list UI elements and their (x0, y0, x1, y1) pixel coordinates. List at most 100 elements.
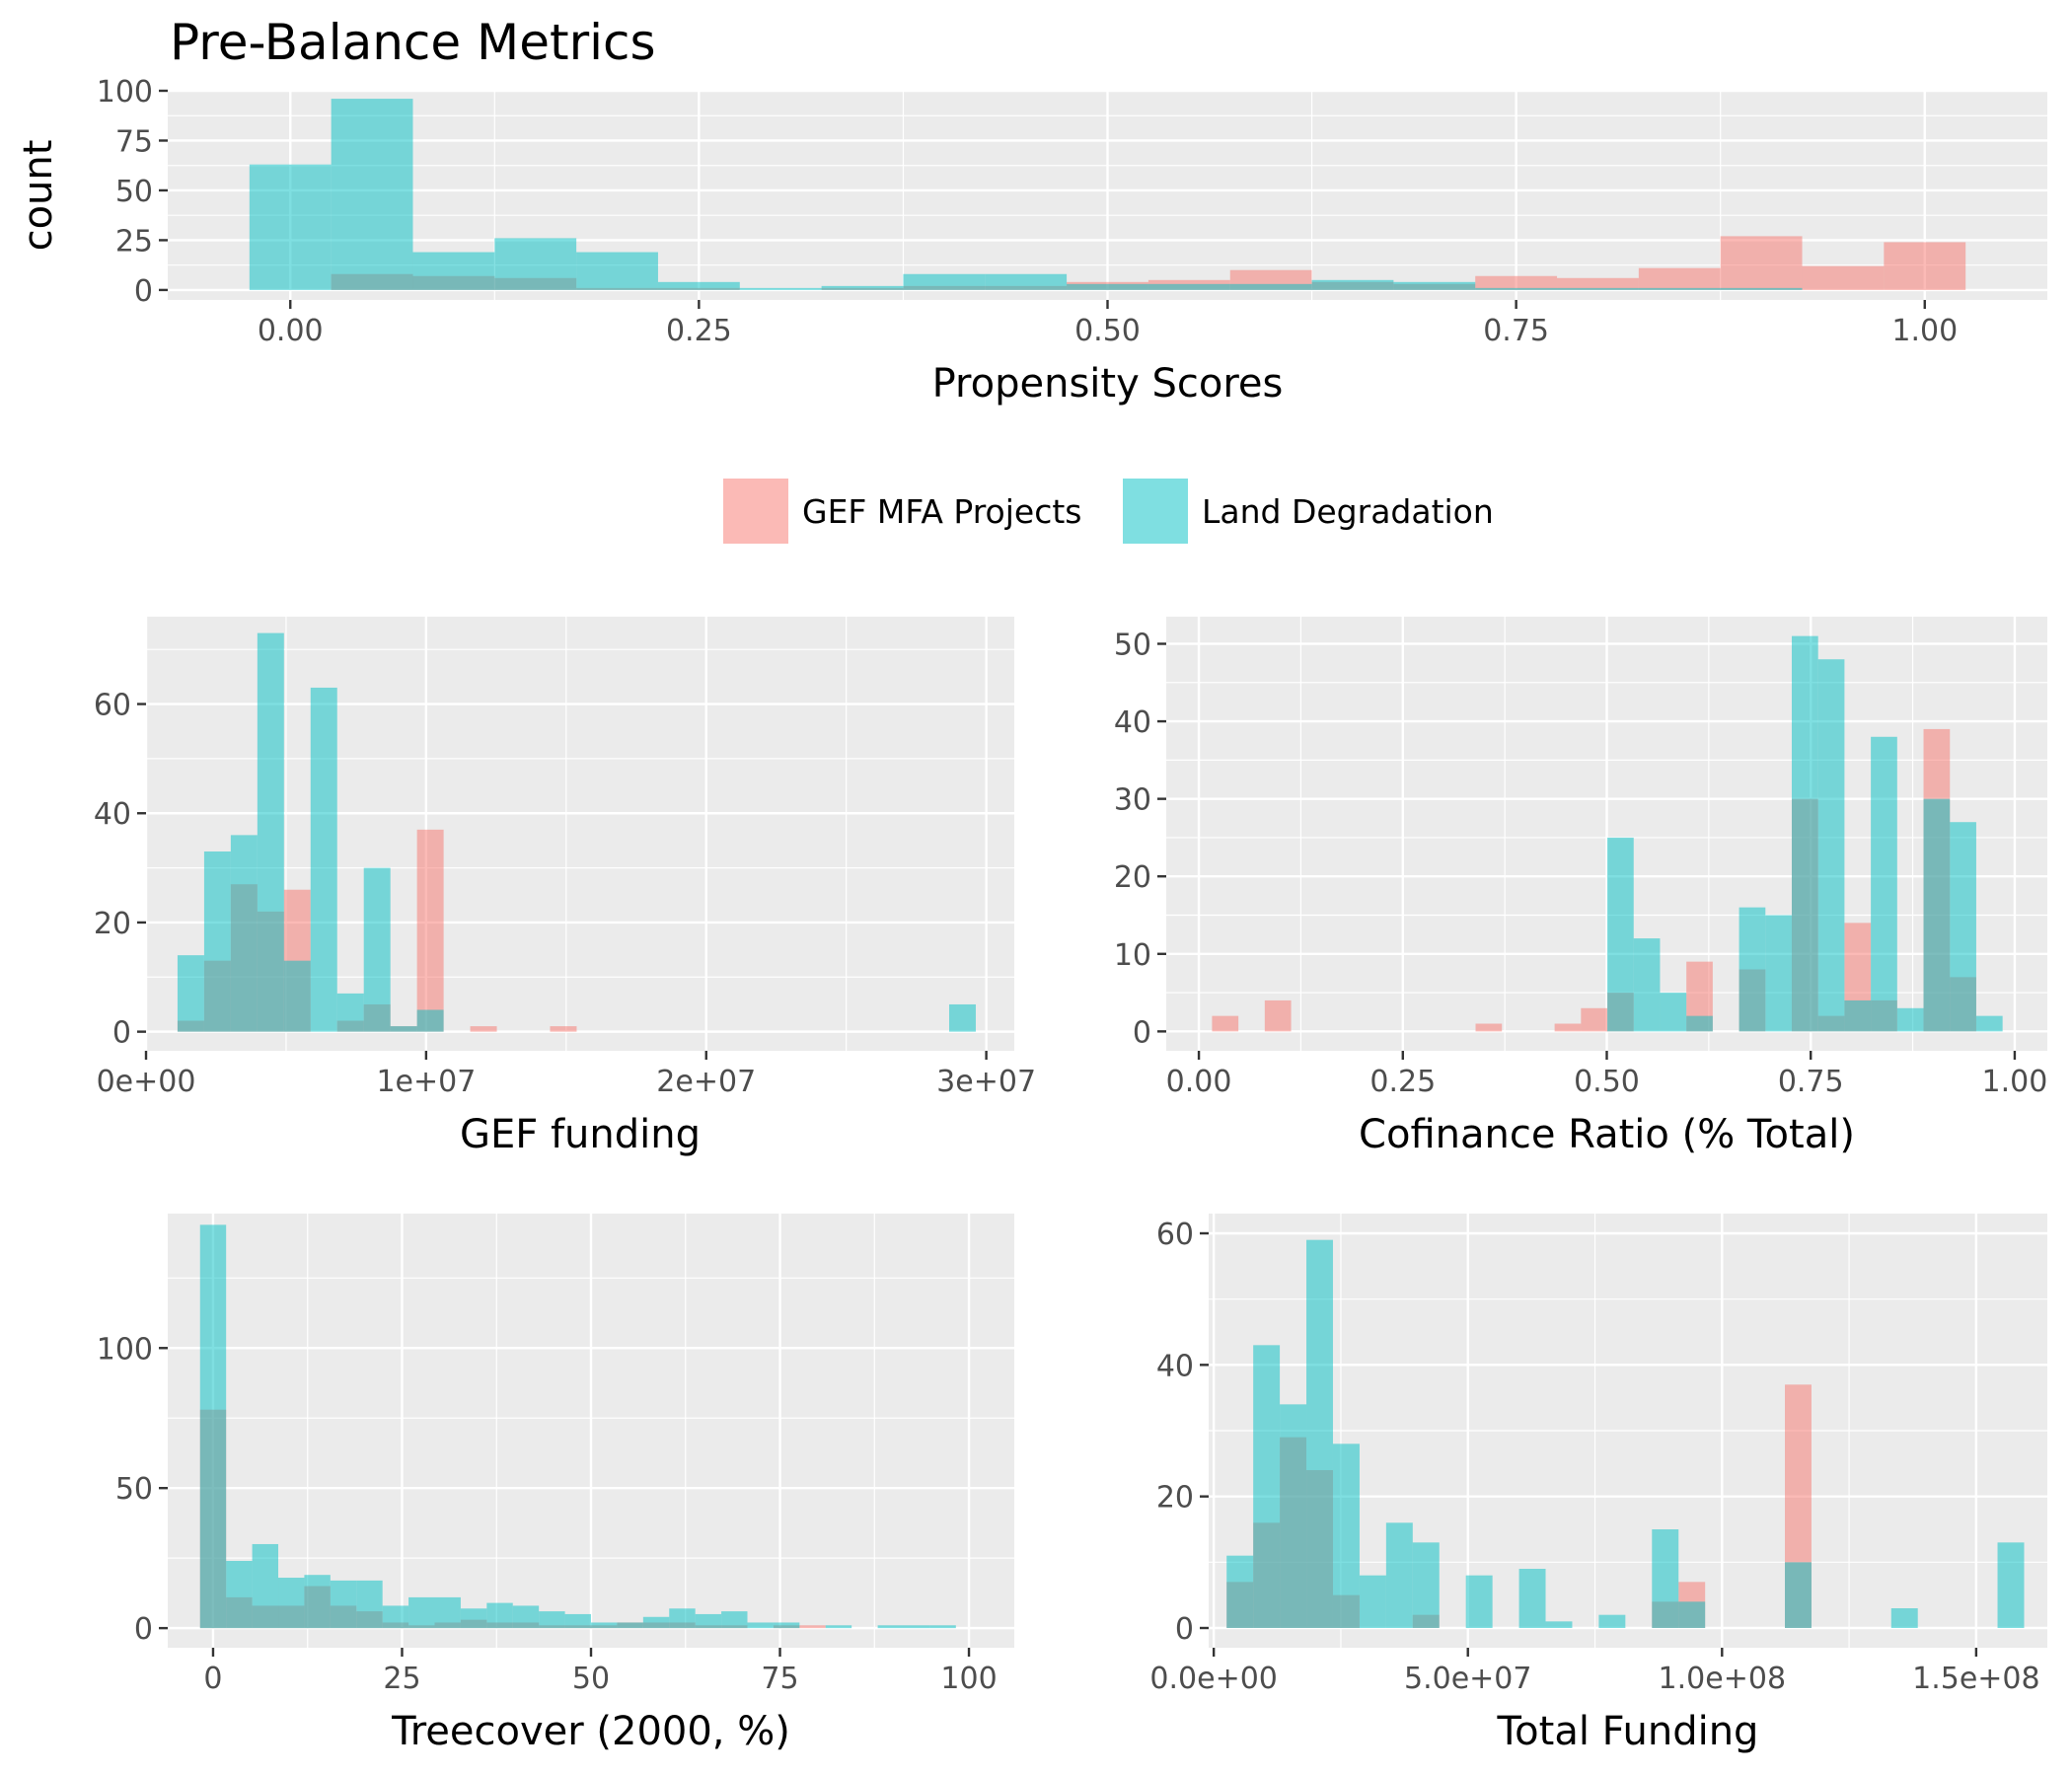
y-tick-label: 20 (94, 907, 131, 941)
histogram-bar (408, 1596, 435, 1629)
chart-gef-funding: 0e+00 1e+07 2e+07 3e+07 0 20 40 60 GEF funding (94, 617, 1036, 1157)
histogram-bar (657, 281, 740, 290)
histogram-bar (1229, 283, 1312, 290)
histogram-bar (1264, 999, 1292, 1032)
histogram-bar (1067, 283, 1148, 290)
histogram-bar (576, 252, 658, 290)
histogram-bar (799, 1625, 826, 1629)
y-tick-label: 100 (97, 75, 153, 110)
x-tick-label: 0.25 (1369, 1065, 1436, 1099)
y-axis: 0 20 40 60 (1156, 1218, 1209, 1647)
histogram-bar (494, 238, 577, 290)
histogram-bar (821, 285, 904, 290)
histogram-bar (1923, 798, 1951, 1032)
histogram-bar (1359, 1575, 1386, 1628)
x-axis: 0 25 50 75 100 (203, 1648, 998, 1696)
histogram-bar (550, 1026, 577, 1032)
histogram-bar (382, 1605, 409, 1629)
y-axis: 0 25 50 75 100 (97, 75, 168, 309)
series-land-degradation (1607, 635, 2003, 1032)
legend-label: Land Degradation (1202, 492, 1494, 531)
histogram-bar (877, 1625, 904, 1629)
histogram-bar (1652, 1529, 1679, 1628)
y-tick-label: 20 (1156, 1481, 1194, 1516)
histogram-bar (283, 960, 311, 1032)
histogram-bar (1412, 1542, 1440, 1628)
histogram-bar (230, 835, 258, 1032)
histogram-bar (1147, 283, 1230, 290)
x-tick-label: 25 (383, 1662, 420, 1696)
histogram-bar (539, 1611, 565, 1629)
x-axis-title: GEF funding (460, 1112, 701, 1157)
x-tick-label: 0.50 (1074, 314, 1141, 348)
histogram-bar (486, 1602, 513, 1629)
histogram-bar (310, 687, 337, 1032)
x-axis-title: Total Funding (1497, 1709, 1759, 1754)
x-tick-label: 1.00 (1982, 1065, 2048, 1099)
x-axis-title: Propensity Scores (932, 361, 1284, 407)
y-tick-label: 75 (115, 124, 153, 159)
histogram-bar (257, 632, 284, 1032)
histogram-bar (1465, 1575, 1493, 1628)
histogram-bar (363, 867, 391, 1032)
histogram-bar (1633, 938, 1661, 1032)
chart-propensity: 0.00 0.25 0.50 0.75 1.00 0 25 50 75 100 Propensity… (16, 14, 2047, 407)
histogram-bar (1884, 242, 1966, 290)
histogram-bar (1997, 1542, 2025, 1628)
histogram-bar (1475, 287, 1558, 290)
histogram-bar (1545, 1621, 1573, 1628)
legend-item: GEF MFA Projects (723, 479, 1081, 544)
histogram-bar (1581, 1007, 1608, 1032)
histogram-bar (1226, 1555, 1254, 1628)
x-tick-label: 0.75 (1778, 1065, 1844, 1099)
histogram-bar (825, 1625, 852, 1629)
x-axis: 0.00 0.25 0.50 0.75 1.00 (1166, 1051, 2048, 1099)
histogram-bar (985, 273, 1068, 290)
histogram-bar (1475, 275, 1558, 290)
series-land-degradation (177, 632, 976, 1032)
histogram-bar (903, 273, 986, 290)
histogram-bar (1817, 659, 1845, 1032)
histogram-bar (1739, 907, 1766, 1032)
x-tick-label: 0 (203, 1662, 222, 1696)
y-tick-label: 10 (1114, 938, 1151, 973)
histogram-bar (669, 1608, 696, 1629)
histogram-bar (1720, 236, 1803, 290)
histogram-bar (434, 1596, 461, 1629)
histogram-bar (1950, 822, 1976, 1032)
x-tick-label: 0.0e+00 (1149, 1662, 1277, 1696)
x-axis-title: Treecover (2000, %) (391, 1709, 790, 1754)
series-land-degradation (199, 1224, 956, 1629)
histogram-bar (1598, 1614, 1626, 1628)
y-tick-label: 50 (1114, 629, 1151, 663)
y-tick-label: 40 (1114, 705, 1151, 740)
y-tick-label: 20 (1114, 860, 1151, 895)
y-tick-label: 0 (1175, 1612, 1194, 1647)
histogram-bar (1607, 837, 1634, 1032)
histogram-bar (1890, 1608, 1918, 1628)
x-tick-label: 1.0e+08 (1659, 1662, 1786, 1696)
y-tick-label: 0 (134, 1612, 153, 1647)
histogram-bar (1306, 1239, 1333, 1628)
histogram-bar (412, 252, 495, 290)
histogram-bar (252, 1543, 279, 1629)
histogram-bar (1844, 999, 1872, 1032)
histogram-bar (416, 1009, 444, 1032)
chart-total-funding: 0.0e+00 5.0e+07 1.0e+08 1.5e+08 0 20 40 60 Total… (1149, 1214, 2047, 1754)
histogram-bar (1638, 267, 1721, 290)
histogram-bar (1557, 277, 1639, 290)
chart-treecover: 0 25 50 75 100 0 50 100 Treecover (2000, %) (97, 1214, 1014, 1754)
chart-title: Pre-Balance Metrics (170, 14, 656, 71)
histogram-bars (1226, 1239, 2025, 1628)
y-axis-title: count (16, 140, 61, 252)
x-axis: 0e+00 1e+07 2e+07 3e+07 (97, 1051, 1036, 1099)
y-tick-label: 100 (97, 1332, 153, 1367)
y-axis: 0 50 100 (97, 1332, 168, 1647)
x-tick-label: 50 (572, 1662, 610, 1696)
histogram-bar (249, 164, 332, 290)
histogram-bar (304, 1575, 331, 1629)
histogram-bar (1765, 915, 1792, 1032)
x-tick-label: 0.00 (258, 314, 324, 348)
legend-label: GEF MFA Projects (802, 492, 1081, 531)
